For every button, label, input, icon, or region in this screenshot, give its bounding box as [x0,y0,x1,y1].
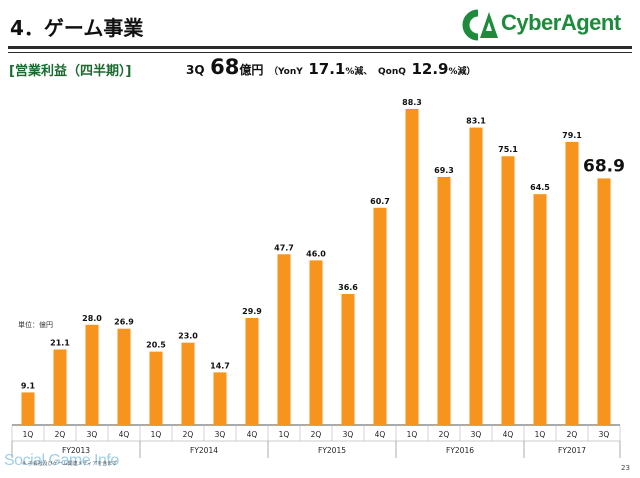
data-label: 79.1 [562,131,582,140]
headline-qoq-label: QonQ [377,67,406,77]
data-label: 75.1 [498,145,518,154]
tick-label: 1Q [535,430,546,439]
bar [245,317,259,425]
header-rule-thin [8,52,632,53]
tick-label: 3Q [87,430,98,439]
tick-label: 3Q [215,430,226,439]
bar [469,127,483,425]
data-label: 9.1 [21,381,36,390]
bar [565,141,579,425]
tick-label: 4Q [375,430,386,439]
headline-qoq-suffix: %減） [448,67,476,77]
page-number: 23 [621,464,630,472]
tick-label: 4Q [503,430,514,439]
unit-label: 単位：億円 [18,321,53,329]
bar [597,178,611,425]
headline-paren: （YonY [268,67,303,77]
data-label: 26.9 [114,318,134,327]
tick-label: 1Q [23,430,34,439]
group-label: FY2016 [446,446,474,455]
group-label: FY2015 [318,446,346,455]
headline-yoy-suffix: %減、 [345,67,373,77]
bar [53,349,67,425]
bar [373,207,387,425]
data-label: 47.7 [274,243,294,252]
footnote: ※ 子会社及びゲーム関連メディアを含まず [22,461,118,467]
headline-qoq-value: 12.9 [411,60,449,78]
bar [277,254,291,425]
headline: 3Q 68億円 （YonY 17.1%減、 QonQ 12.9%減） [186,55,476,79]
page-title: 4．ゲーム事業 [10,16,144,40]
group-label: FY2014 [190,446,218,455]
ca-logo-icon [462,9,498,41]
tick-label: 3Q [599,430,610,439]
data-label: 68.9 [583,156,625,176]
section-subtitle: [営業利益（四半期）] [9,64,132,79]
data-label: 29.9 [242,307,262,316]
bar [405,108,419,426]
headline-quarter: 3Q [186,63,205,77]
tick-label: 4Q [247,430,258,439]
group-label: FY2017 [558,446,586,455]
tick-label: 1Q [151,430,162,439]
watermark: Social Game Info [4,452,119,469]
cyberagent-logo: CyberAgent [460,8,632,42]
data-label: 20.5 [146,341,166,350]
data-label: 28.0 [82,314,102,323]
tick-label: 1Q [407,430,418,439]
data-label: 64.5 [530,183,550,192]
data-label: 46.0 [306,249,326,258]
bar [21,392,35,425]
bar [437,176,451,425]
data-label: 14.7 [210,361,230,370]
headline-unit: 億円 [239,63,264,77]
tick-label: 2Q [439,430,450,439]
header-rule [8,46,632,49]
tick-label: 2Q [183,430,194,439]
bar [117,328,131,425]
data-label: 23.0 [178,332,198,341]
data-label: 69.3 [434,166,454,175]
data-label: 60.7 [370,197,390,206]
logo-text: CyberAgent [501,10,621,35]
bar [533,194,547,425]
bar [341,294,355,425]
tick-label: 2Q [55,430,66,439]
bar [501,156,515,425]
data-label: 21.1 [50,338,70,347]
data-label: 88.3 [402,98,422,107]
tick-label: 2Q [567,430,578,439]
tick-label: 3Q [343,430,354,439]
headline-yoy-value: 17.1 [308,60,346,78]
bar [309,260,323,425]
tick-label: 2Q [311,430,322,439]
bar [149,351,163,425]
tick-label: 3Q [471,430,482,439]
group-label: FY2013 [62,446,90,455]
bar [85,324,99,425]
data-label: 36.6 [338,283,358,292]
bar [213,372,227,425]
headline-value: 68 [210,55,240,79]
data-label: 83.1 [466,117,486,126]
bar [181,342,195,425]
tick-label: 4Q [119,430,130,439]
tick-label: 1Q [279,430,290,439]
